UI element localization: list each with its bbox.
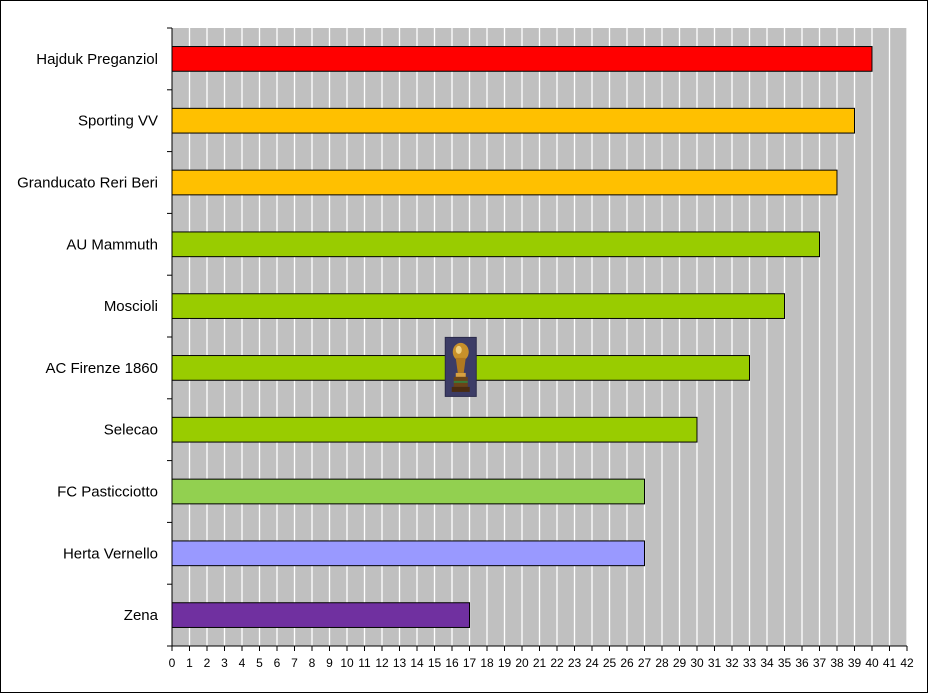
x-tick-label: 25 [603, 656, 617, 670]
x-tick-label: 42 [900, 656, 914, 670]
x-tick-label: 17 [463, 656, 477, 670]
category-label: Herta Vernello [63, 545, 158, 562]
x-tick-label: 26 [620, 656, 634, 670]
x-tick-label: 11 [358, 656, 371, 670]
category-label: Moscioli [104, 298, 158, 315]
x-tick-label: 16 [445, 656, 459, 670]
x-tick-label: 36 [795, 656, 809, 670]
x-tick-label: 24 [585, 656, 599, 670]
bar [171, 107, 855, 134]
x-tick-labels: 0 1 2 3 4 5 6 7 8 9 10 11 12 13 14 15 16 17 18 19 20 21 22 23 24… [169, 656, 914, 670]
icons [444, 336, 477, 397]
x-tick-label: 6 [274, 656, 281, 670]
x-tick-label: 0 [169, 656, 176, 670]
bar [171, 416, 698, 443]
trophy-icon [444, 336, 477, 397]
bar [171, 540, 645, 567]
x-tick-label: 2 [204, 656, 211, 670]
category-label: Hajduk Preganziol [36, 51, 158, 68]
x-tick-label: 10 [340, 656, 354, 670]
x-tick-label: 20 [515, 656, 529, 670]
x-tick-label: 27 [638, 656, 652, 670]
x-tick-label: 34 [760, 656, 774, 670]
x-tick-label: 21 [533, 656, 547, 670]
category-label: FC Pasticciotto [57, 484, 158, 501]
x-tick-label: 28 [655, 656, 669, 670]
bar [171, 293, 785, 319]
x-tick-label: 3 [221, 656, 228, 670]
x-tick-label: 38 [830, 656, 844, 670]
x-tick-label: 13 [393, 656, 407, 670]
bar [171, 46, 873, 72]
x-tick-label: 31 [708, 656, 722, 670]
x-tick-label: 14 [410, 656, 424, 670]
bar [171, 478, 645, 505]
bar [171, 602, 470, 628]
category-label: AU Mammuth [66, 236, 158, 253]
category-label: Selecao [104, 422, 158, 439]
category-label: AC Firenze 1860 [45, 360, 158, 377]
x-tick-label: 19 [498, 656, 512, 670]
x-tick-label: 23 [568, 656, 582, 670]
x-tick-label: 22 [550, 656, 564, 670]
x-tick-label: 12 [375, 656, 389, 670]
x-tick-label: 33 [743, 656, 757, 670]
x-tick-label: 40 [865, 656, 879, 670]
x-tick-label: 4 [239, 656, 246, 670]
category-label: Granducato Reri Beri [17, 175, 158, 192]
x-tick-label: 35 [778, 656, 792, 670]
x-tick-label: 41 [883, 656, 897, 670]
x-tick-label: 1 [186, 656, 193, 670]
x-tick-label: 39 [848, 656, 862, 670]
x-tick-label: 7 [291, 656, 298, 670]
x-tick-label: 5 [256, 656, 263, 670]
category-label: Sporting VV [78, 113, 158, 130]
category-label: Zena [124, 607, 159, 624]
x-tick-label: 29 [673, 656, 687, 670]
x-tick-label: 8 [309, 656, 316, 670]
x-tick-label: 32 [725, 656, 739, 670]
x-tick-label: 18 [480, 656, 494, 670]
category-labels: Hajduk Preganziol Sporting VV Granducato R… [17, 51, 159, 624]
bars [171, 46, 873, 628]
x-tick-label: 30 [690, 656, 704, 670]
x-tick-label: 37 [813, 656, 827, 670]
bar [171, 169, 838, 196]
bar [171, 231, 820, 258]
x-tick-label: 9 [326, 656, 333, 670]
x-tick-label: 15 [428, 656, 442, 670]
